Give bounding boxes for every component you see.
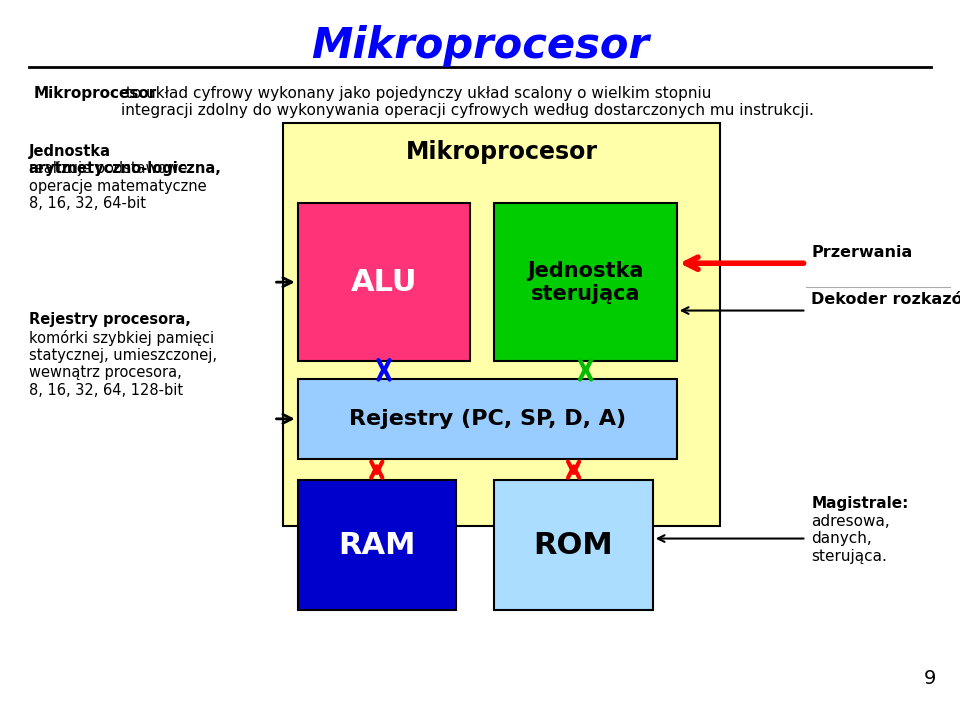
Text: to układ cyfrowy wykonany jako pojedynczy układ scalony o wielkim stopniu
integr: to układ cyfrowy wykonany jako pojedyncz… [121, 86, 814, 118]
Text: Dekoder rozkazów: Dekoder rozkazów [811, 292, 960, 307]
Text: komórki szybkiej pamięci
statycznej, umieszczonej,
wewnątrz procesora,
8, 16, 32: komórki szybkiej pamięci statycznej, umi… [29, 312, 217, 397]
Text: adresowa,
danych,
sterująca.: adresowa, danych, sterująca. [811, 514, 890, 564]
Text: Magistrale:: Magistrale: [811, 496, 908, 510]
Text: 9: 9 [924, 669, 936, 688]
Text: Przerwania: Przerwania [811, 245, 912, 260]
Text: Rejestry procesora,: Rejestry procesora, [29, 312, 191, 327]
FancyBboxPatch shape [494, 203, 677, 361]
Text: realizuje podstawowe
operacje matematyczne
8, 16, 32, 64-bit: realizuje podstawowe operacje matematycz… [29, 144, 206, 211]
Text: RAM: RAM [338, 531, 416, 559]
FancyBboxPatch shape [298, 480, 456, 610]
Text: Mikroprocesor: Mikroprocesor [34, 86, 156, 100]
FancyBboxPatch shape [283, 123, 720, 526]
FancyBboxPatch shape [298, 203, 470, 361]
FancyBboxPatch shape [494, 480, 653, 610]
Text: Mikroprocesor: Mikroprocesor [311, 25, 649, 67]
Text: Jednostka
sterująca: Jednostka sterująca [527, 261, 644, 304]
Text: Jednostka
arytmetyczno-logiczna,: Jednostka arytmetyczno-logiczna, [29, 144, 222, 176]
Text: ALU: ALU [350, 268, 418, 297]
Text: Mikroprocesor: Mikroprocesor [405, 140, 597, 164]
FancyBboxPatch shape [298, 379, 677, 459]
Text: Rejestry (PC, SP, D, A): Rejestry (PC, SP, D, A) [348, 409, 626, 429]
Text: ROM: ROM [534, 531, 613, 559]
